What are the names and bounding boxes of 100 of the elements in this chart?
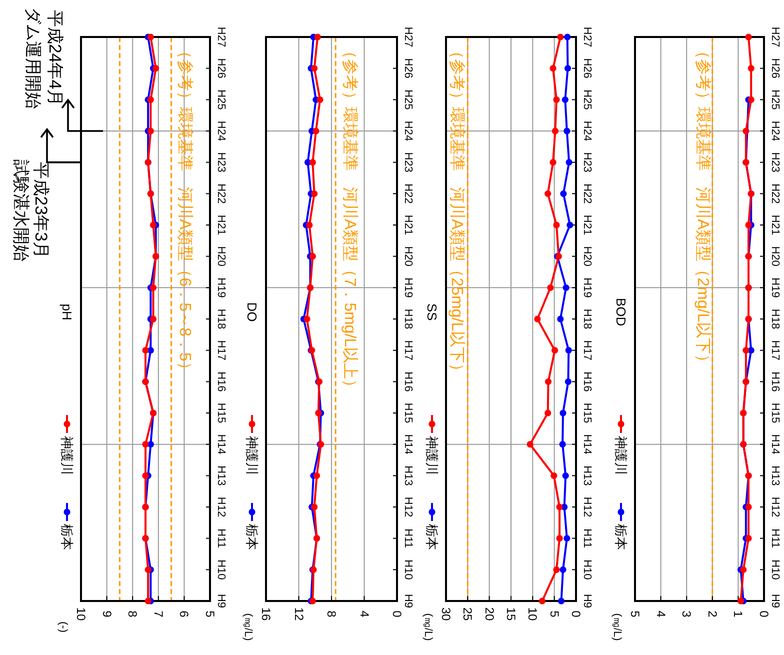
x-tick-label: 15 bbox=[504, 607, 518, 621]
text: 試験湛水開始 bbox=[12, 159, 30, 262]
point bbox=[147, 347, 154, 354]
y-tick-label: H20 bbox=[402, 246, 414, 266]
y-tick-label: H22 bbox=[581, 184, 593, 204]
legend-item: 神護川 bbox=[244, 415, 260, 475]
y-tick-label: H17 bbox=[581, 340, 593, 360]
point bbox=[150, 284, 157, 291]
y-tick-label: H18 bbox=[581, 308, 593, 330]
x-tick-label: 3 bbox=[680, 610, 694, 618]
y-tick-label: H24 bbox=[402, 120, 414, 142]
y-tick-label: H15 bbox=[581, 402, 593, 424]
point bbox=[748, 65, 754, 72]
point bbox=[748, 96, 754, 103]
y-tick-label: H15 bbox=[402, 402, 414, 424]
y-tick-label: H16 bbox=[581, 372, 593, 392]
point bbox=[553, 566, 560, 573]
y-tick-label: H23 bbox=[402, 152, 414, 172]
point bbox=[147, 34, 154, 40]
point bbox=[306, 222, 313, 228]
point bbox=[745, 504, 752, 510]
ref-line-label: （参考）環境基準 河川A類型（6．5～8．5） bbox=[176, 43, 194, 378]
point bbox=[566, 159, 572, 166]
point bbox=[313, 472, 320, 479]
y-tick-label: H20 bbox=[215, 246, 227, 266]
x-tick-label: 0 bbox=[390, 610, 404, 618]
point bbox=[547, 284, 554, 291]
point bbox=[311, 504, 318, 510]
y-tick-label: H23 bbox=[215, 152, 227, 172]
point bbox=[144, 598, 152, 604]
point bbox=[550, 65, 556, 72]
point bbox=[142, 347, 149, 354]
point bbox=[309, 159, 316, 166]
y-tick-label: H18 bbox=[402, 308, 414, 330]
point bbox=[745, 535, 752, 542]
y-axis-title: (-) bbox=[57, 622, 69, 632]
y-tick-label: H12 bbox=[769, 496, 781, 518]
point bbox=[150, 316, 157, 322]
y-tick-label: H23 bbox=[581, 152, 593, 172]
ref-line-label: （参考）環境基準 河川A類型（2mg/L以下） bbox=[694, 43, 712, 370]
point bbox=[550, 472, 558, 479]
point bbox=[560, 190, 567, 197]
y-tick-label: H9 bbox=[215, 594, 227, 608]
point bbox=[745, 34, 752, 40]
y-tick-label: H9 bbox=[402, 594, 414, 608]
y-tick-label: H20 bbox=[581, 246, 593, 266]
point bbox=[152, 65, 160, 72]
legend-item: 栃本 bbox=[60, 503, 74, 550]
y-tick-label: H25 bbox=[215, 90, 227, 110]
y-tick-label: H27 bbox=[215, 26, 227, 48]
y-tick-label: H17 bbox=[402, 340, 414, 360]
point bbox=[142, 472, 149, 479]
legend-item: 栃本 bbox=[424, 503, 440, 550]
point bbox=[314, 34, 321, 40]
y-tick-label: H26 bbox=[769, 58, 781, 78]
y-tick-label: H27 bbox=[581, 26, 593, 48]
point bbox=[150, 222, 157, 228]
y-tick-label: H27 bbox=[769, 26, 781, 48]
text: ダム運用開始 bbox=[24, 7, 42, 109]
y-tick-label: H11 bbox=[769, 528, 781, 548]
text: SS bbox=[424, 303, 440, 321]
legend-label: 神護川 bbox=[60, 436, 74, 475]
point bbox=[147, 96, 154, 103]
point bbox=[556, 504, 563, 510]
point bbox=[745, 222, 752, 228]
y-tick-label: H9 bbox=[581, 594, 593, 608]
y-tick-label: H19 bbox=[402, 278, 414, 298]
point bbox=[550, 159, 556, 166]
point bbox=[562, 472, 569, 479]
text: 平成24年4月 bbox=[46, 10, 64, 106]
ref-line-label: （参考）環境基準 河川A類型（7．5mg/L以上） bbox=[341, 43, 360, 396]
point bbox=[304, 316, 310, 322]
legend-item: 神護川 bbox=[60, 415, 74, 475]
point bbox=[538, 598, 546, 604]
x-tick-label: 20 bbox=[482, 607, 496, 621]
x-tick-label: 16 bbox=[259, 607, 273, 621]
point bbox=[553, 222, 560, 228]
point bbox=[742, 128, 750, 134]
point bbox=[551, 347, 558, 354]
legend-label: 神護川 bbox=[614, 436, 628, 475]
point bbox=[565, 347, 572, 354]
x-tick-label: 5 bbox=[203, 610, 217, 618]
x-tick-label: 2 bbox=[705, 610, 720, 618]
y-tick-label: H27 bbox=[402, 26, 414, 48]
y-tick-label: H24 bbox=[215, 120, 227, 142]
y-tick-label: H10 bbox=[581, 560, 593, 580]
y-tick-label: H16 bbox=[769, 372, 781, 392]
point bbox=[544, 410, 552, 416]
legend-item: 栃本 bbox=[244, 503, 260, 550]
y-tick-label: H16 bbox=[402, 372, 414, 392]
point bbox=[315, 410, 322, 416]
point bbox=[552, 128, 558, 134]
y-tick-label: H22 bbox=[402, 184, 414, 204]
point bbox=[309, 253, 316, 260]
legend-item: 神護川 bbox=[424, 415, 440, 475]
text: 平成23年3月 bbox=[32, 162, 50, 259]
point bbox=[557, 34, 564, 40]
y-tick-label: H19 bbox=[769, 278, 781, 298]
y-tick-label: H12 bbox=[402, 496, 414, 518]
y-tick-label: H25 bbox=[581, 90, 593, 110]
